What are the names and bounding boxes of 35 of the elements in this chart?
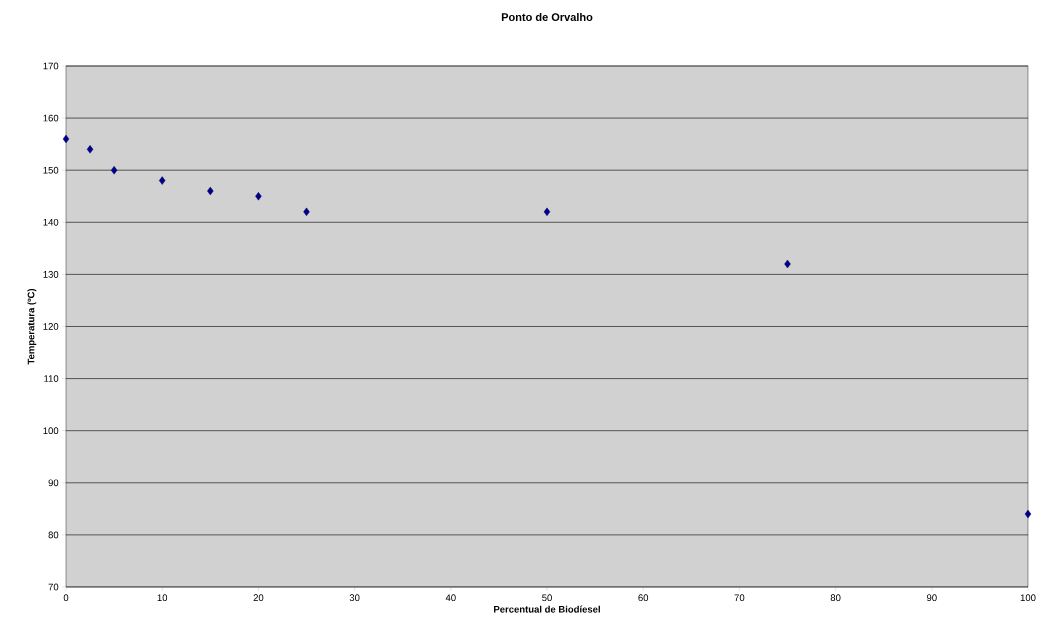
point: [1024, 509, 1032, 519]
y-tick-label: 130: [43, 271, 59, 278]
x-tick-label: 10: [157, 594, 168, 602]
x-axis-title: Percentual de Biodíesel: [494, 605, 600, 613]
x-tick-label: 90: [926, 594, 937, 602]
x-tick-label: 50: [542, 594, 552, 602]
y-tick-label: 110: [44, 375, 59, 382]
x-tick-label: 40: [445, 594, 456, 602]
y-tick-label: 90: [48, 479, 59, 487]
point: [86, 145, 94, 154]
x-tick-label: 80: [830, 594, 841, 602]
y-tick-label: 120: [43, 323, 59, 330]
point: [159, 176, 166, 185]
y-tick-label: 100: [43, 427, 59, 435]
chart-title: Ponto de Orvalho: [501, 12, 593, 22]
x-tick-label: 30: [349, 594, 360, 602]
point: [255, 192, 262, 201]
x-tick-label: 20: [253, 594, 264, 602]
x-tick-label: 100: [1020, 594, 1036, 602]
y-axis-title: Temperatura (ºC): [27, 288, 37, 365]
y-tick-label: 170: [43, 62, 59, 70]
y-tick-label: 160: [43, 114, 59, 122]
point: [62, 134, 70, 144]
point: [207, 186, 214, 196]
y-tick-label: 140: [43, 218, 59, 226]
y-tick-label: 70: [48, 583, 59, 591]
y-tick-label: 150: [43, 166, 59, 174]
point: [303, 207, 310, 217]
point: [110, 165, 118, 175]
x-tick-label: 0: [63, 594, 69, 602]
y-tick-label: 80: [48, 531, 59, 539]
x-tick-label: 60: [638, 594, 649, 602]
point: [784, 259, 791, 269]
x-tick-label: 70: [734, 594, 745, 602]
point: [543, 207, 551, 217]
